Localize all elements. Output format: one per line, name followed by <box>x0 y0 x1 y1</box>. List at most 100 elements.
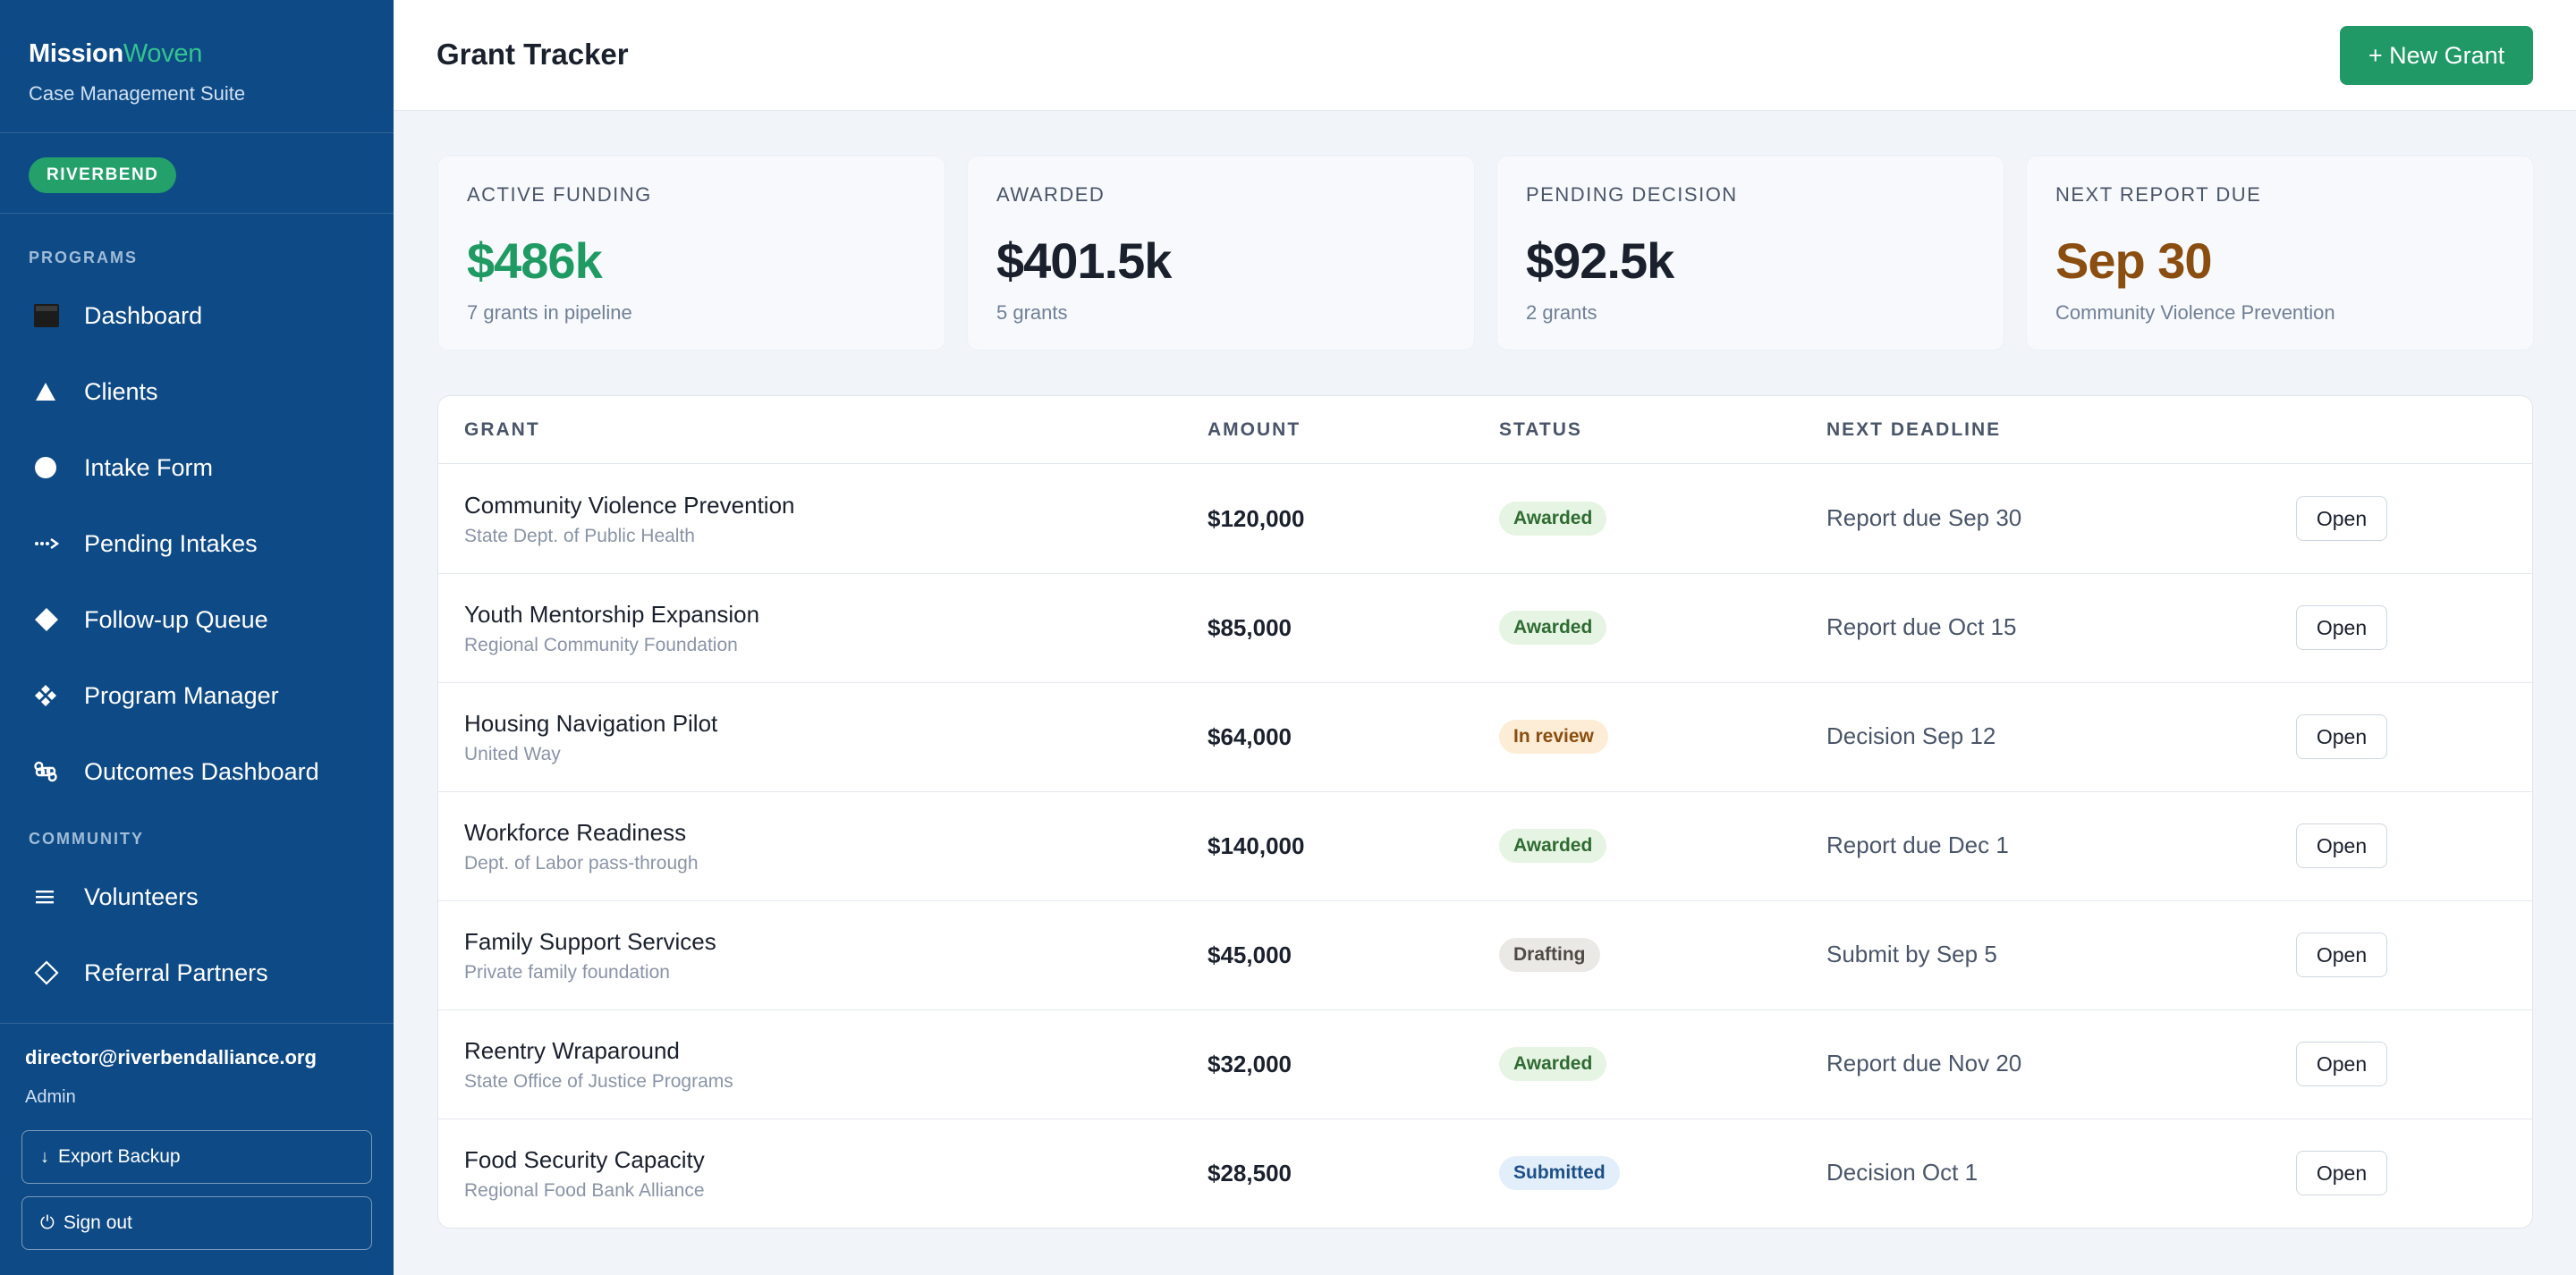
table-row: Housing Navigation Pilot United Way $64,… <box>438 683 2532 792</box>
grant-name: Family Support Services <box>464 928 716 955</box>
sidebar-item-label: Clients <box>84 377 158 405</box>
grant-funder: State Office of Justice Programs <box>464 1071 733 1092</box>
stat-label: NEXT REPORT DUE <box>2055 183 2262 206</box>
grant-funder: United Way <box>464 744 561 764</box>
open-grant-button[interactable]: Open <box>2296 823 2387 868</box>
user-email: director@riverbendalliance.org <box>25 1046 317 1068</box>
grant-deadline: Report due Dec 1 <box>1826 832 2009 858</box>
diamond-outline-icon <box>34 960 66 985</box>
grant-funder: Private family foundation <box>464 962 670 983</box>
stat-card-pending-decision: PENDING DECISION $92.5k 2 grants <box>1496 156 2004 350</box>
open-grant-button[interactable]: Open <box>2296 714 2387 759</box>
stat-subtext: 5 grants <box>996 301 1068 324</box>
section-label-community: COMMUNITY <box>29 830 144 848</box>
grant-name: Community Violence Prevention <box>464 492 795 519</box>
grant-funder: State Dept. of Public Health <box>464 526 695 546</box>
open-grant-button[interactable]: Open <box>2296 1042 2387 1086</box>
stat-value: $401.5k <box>996 232 1172 289</box>
menu-lines-icon <box>34 888 66 906</box>
stat-label: ACTIVE FUNDING <box>467 183 652 206</box>
grant-amount: $45,000 <box>1208 941 1292 968</box>
stat-value: $486k <box>467 232 603 289</box>
status-badge: Awarded <box>1499 502 1607 536</box>
stat-card-awarded: AWARDED $401.5k 5 grants <box>967 156 1475 350</box>
sidebar-item-label: Outcomes Dashboard <box>84 757 319 785</box>
sidebar-divider <box>0 213 394 214</box>
stat-value: Sep 30 <box>2055 232 2213 289</box>
grant-deadline: Decision Oct 1 <box>1826 1159 1979 1186</box>
column-header-deadline: NEXT DEADLINE <box>1826 419 2002 440</box>
grant-deadline: Report due Sep 30 <box>1826 504 2022 531</box>
command-icon <box>34 760 66 783</box>
table-row: Family Support Services Private family f… <box>438 901 2532 1010</box>
table-header: GRANT AMOUNT STATUS NEXT DEADLINE <box>438 396 2532 464</box>
status-badge: Awarded <box>1499 611 1607 645</box>
stat-value: $92.5k <box>1526 232 1674 289</box>
brand-subtitle: Case Management Suite <box>29 82 246 105</box>
grant-funder: Regional Community Foundation <box>464 635 738 655</box>
status-badge: Awarded <box>1499 829 1607 863</box>
sidebar-item-label: Pending Intakes <box>84 529 258 557</box>
stat-card-active-funding: ACTIVE FUNDING $486k 7 grants in pipelin… <box>437 156 945 350</box>
grant-funder: Regional Food Bank Alliance <box>464 1180 705 1201</box>
sidebar-item-label: Referral Partners <box>84 958 268 986</box>
brand-main: Mission <box>29 39 123 68</box>
sidebar-item-label: Dashboard <box>84 301 203 329</box>
stat-subtext: Community Violence Prevention <box>2055 301 2335 324</box>
status-badge: Submitted <box>1499 1156 1620 1190</box>
column-header-status: STATUS <box>1499 419 1582 440</box>
export-backup-label: Export Backup <box>58 1146 181 1167</box>
sign-out-button[interactable]: ⏻ Sign out <box>21 1196 372 1250</box>
new-grant-button[interactable]: + New Grant <box>2340 26 2533 85</box>
stat-card-next-report-due: NEXT REPORT DUE Sep 30 Community Violenc… <box>2026 156 2534 350</box>
sidebar-divider <box>0 1023 394 1024</box>
sidebar-item-label: Follow-up Queue <box>84 605 268 633</box>
table-row: Youth Mentorship Expansion Regional Comm… <box>438 574 2532 683</box>
sidebar-item-outcomes-dashboard[interactable]: Outcomes Dashboard <box>0 739 394 805</box>
power-icon: ⏻ <box>40 1212 55 1233</box>
table-row: Workforce Readiness Dept. of Labor pass-… <box>438 792 2532 901</box>
open-grant-button[interactable]: Open <box>2296 1151 2387 1195</box>
circle-icon <box>34 456 66 479</box>
stat-label: AWARDED <box>996 183 1106 206</box>
download-arrow-icon: ↓ <box>40 1146 49 1167</box>
grant-deadline: Submit by Sep 5 <box>1826 941 1997 967</box>
org-badge: RIVERBEND <box>29 157 177 193</box>
grant-name: Food Security Capacity <box>464 1146 705 1173</box>
grant-name: Reentry Wraparound <box>464 1037 680 1064</box>
sidebar-item-follow-up-queue[interactable]: Follow-up Queue <box>0 587 394 653</box>
top-header: Grant Tracker + New Grant <box>394 0 2576 111</box>
sidebar-item-referral-partners[interactable]: Referral Partners <box>0 940 394 1006</box>
brand-accent: Woven <box>123 39 203 68</box>
section-label-programs: PROGRAMS <box>29 249 139 266</box>
grant-deadline: Decision Sep 12 <box>1826 722 1996 749</box>
grant-funder: Dept. of Labor pass-through <box>464 853 699 874</box>
page-title: Grant Tracker <box>436 38 629 71</box>
sidebar-item-intake-form[interactable]: Intake Form <box>0 435 394 501</box>
user-role: Admin <box>25 1087 76 1107</box>
sidebar-item-label: Volunteers <box>84 882 199 910</box>
column-header-grant: GRANT <box>464 419 540 440</box>
sidebar-item-program-manager[interactable]: Program Manager <box>0 663 394 729</box>
grant-amount: $85,000 <box>1208 614 1292 641</box>
open-grant-button[interactable]: Open <box>2296 605 2387 650</box>
grant-amount: $140,000 <box>1208 832 1305 859</box>
sign-out-label: Sign out <box>63 1212 132 1233</box>
sidebar-item-dashboard[interactable]: Dashboard <box>0 283 394 349</box>
brand-logo: MissionWoven <box>29 39 202 69</box>
sidebar: MissionWoven Case Management Suite RIVER… <box>0 0 394 1275</box>
sidebar-item-label: Intake Form <box>84 453 214 481</box>
sidebar-item-volunteers[interactable]: Volunteers <box>0 864 394 930</box>
column-header-amount: AMOUNT <box>1208 419 1301 440</box>
sidebar-item-clients[interactable]: Clients <box>0 359 394 425</box>
stat-label: PENDING DECISION <box>1526 183 1738 206</box>
open-grant-button[interactable]: Open <box>2296 933 2387 977</box>
stat-subtext: 2 grants <box>1526 301 1597 324</box>
table-row: Food Security Capacity Regional Food Ban… <box>438 1119 2532 1228</box>
four-diamond-icon <box>34 684 66 707</box>
sidebar-item-pending-intakes[interactable]: Pending Intakes <box>0 511 394 577</box>
open-grant-button[interactable]: Open <box>2296 496 2387 541</box>
status-badge: Awarded <box>1499 1047 1607 1081</box>
dotted-arrow-icon <box>34 537 66 550</box>
export-backup-button[interactable]: ↓ Export Backup <box>21 1130 372 1184</box>
